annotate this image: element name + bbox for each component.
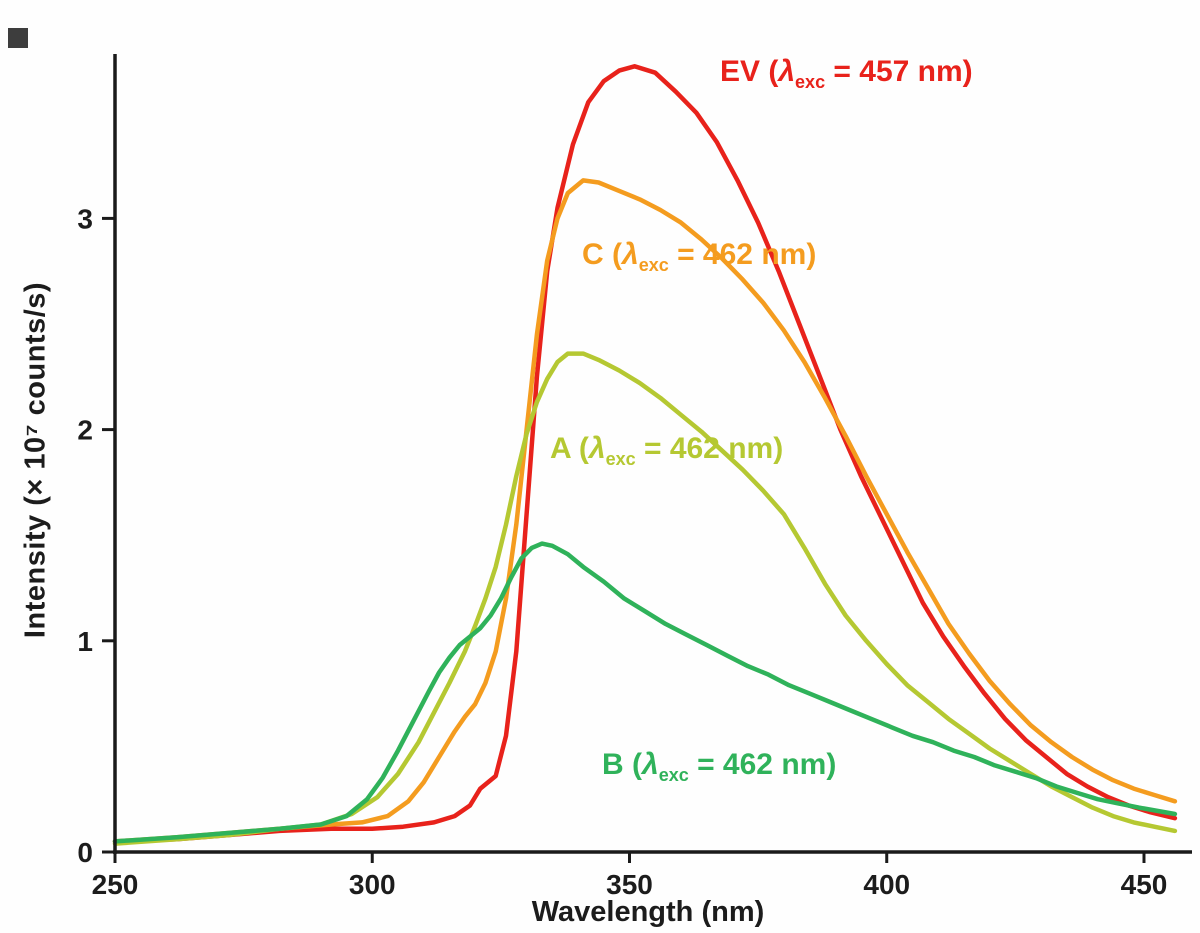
series-label-value: = 457 nm) (825, 55, 973, 88)
lambda-symbol: λ (642, 748, 659, 781)
series-label-b: B (λexc = 462 nm) (602, 748, 836, 786)
lambda-symbol: λ (622, 238, 639, 271)
y-tick-label: 1 (77, 626, 93, 657)
x-tick-label: 450 (1121, 869, 1168, 900)
curve-a (112, 351, 1178, 846)
x-tick-label: 350 (606, 869, 653, 900)
lambda-subscript: exc (795, 72, 826, 92)
lambda-subscript: exc (638, 255, 669, 275)
y-tick-label: 2 (77, 415, 93, 446)
lambda-symbol: λ (778, 55, 796, 88)
lambda-subscript: exc (605, 449, 636, 469)
series-label-a: A (λexc = 462 nm) (550, 432, 783, 470)
series-label-c: C (λexc = 462 nm) (582, 238, 816, 276)
series-label-text: C ( (582, 238, 622, 271)
scan-artifact-mark (8, 28, 28, 48)
y-axis-title: Intensity (× 10⁷ counts/s) (19, 281, 52, 639)
series-label-text: B ( (602, 748, 642, 781)
series-label-value: = 462 nm) (635, 432, 784, 465)
x-tick-label: 400 (863, 869, 910, 900)
series-label-ev: EV (λexc = 457 nm) (720, 55, 973, 93)
series-label-value: = 462 nm) (668, 238, 817, 271)
series-label-text: EV ( (720, 55, 779, 88)
x-tick-label: 300 (349, 869, 396, 900)
lambda-symbol: λ (588, 432, 606, 465)
x-axis-title: Wavelength (nm) (531, 896, 765, 928)
y-tick-label: 0 (77, 837, 93, 868)
lambda-subscript: exc (658, 765, 689, 785)
curve-c (112, 178, 1178, 844)
series-label-value: = 462 nm) (688, 748, 837, 781)
curve-b (112, 541, 1178, 844)
series-label-text: A ( (550, 432, 589, 465)
y-tick-label: 3 (77, 203, 93, 234)
curve-ev (112, 64, 1178, 844)
x-tick-label: 250 (92, 869, 139, 900)
